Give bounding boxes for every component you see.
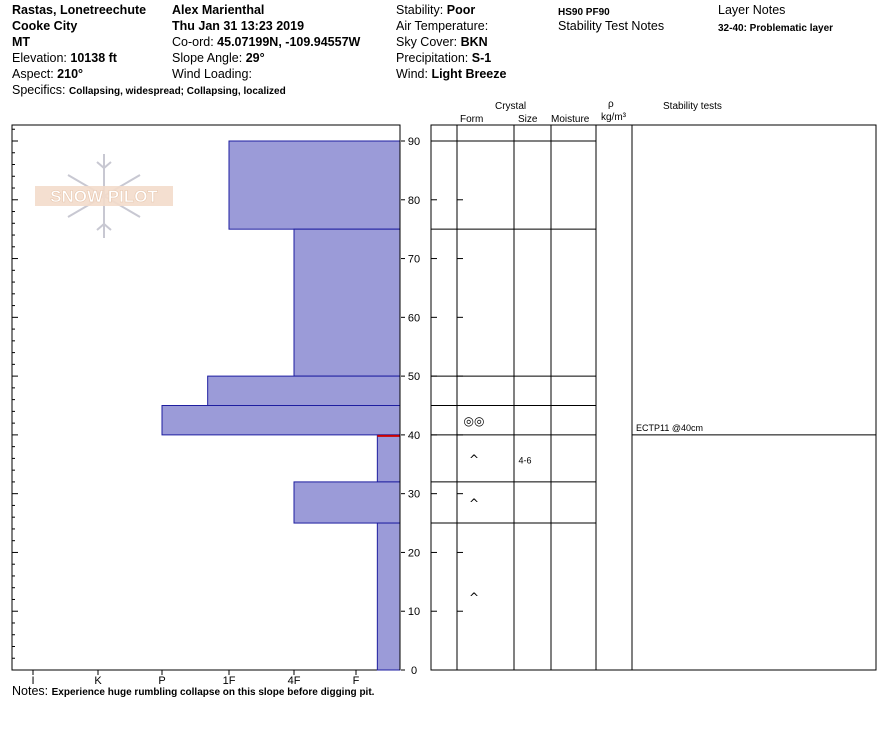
snowpilot-watermark: SNOW PILOT <box>35 154 173 238</box>
size-header: Size <box>518 114 538 125</box>
area: Cooke City <box>12 19 78 33</box>
wind-value: Light Breeze <box>431 67 507 81</box>
rho-header: ρ <box>608 99 614 110</box>
aspect: Aspect: 210° <box>12 67 83 82</box>
notes: Notes: Experience huge rumbling collapse… <box>12 684 374 700</box>
slope-angle: Slope Angle: 29° <box>172 51 265 66</box>
stability-tests-header: Stability tests <box>663 101 722 112</box>
coord-value: 45.07199N, -109.94557W <box>217 35 361 49</box>
watermark-band <box>35 186 173 206</box>
watermark-text: SNOW PILOT <box>50 187 158 206</box>
hardness-bar <box>293 228 401 377</box>
coord-label: Co-ord: <box>172 35 214 49</box>
x-tick-label: P <box>158 675 165 687</box>
stability: Stability: Poor <box>396 3 475 18</box>
hardness-bar <box>293 481 401 524</box>
depth-tick-label: 60 <box>408 312 420 324</box>
crystal-form-symbol: ^ <box>469 591 479 605</box>
depth-tick-label: 0 <box>411 665 417 677</box>
air-temperature: Air Temperature: <box>396 19 489 33</box>
hs-pf: HS90 PF90 <box>558 7 610 18</box>
notes-value: Experience huge rumbling collapse on thi… <box>51 687 375 698</box>
slope-value: 29° <box>245 51 265 65</box>
crystal-form-symbol: ◎◎ <box>464 414 485 428</box>
moisture-header: Moisture <box>551 114 590 125</box>
form-header: Form <box>460 114 484 125</box>
specifics-value: Collapsing, widespread; Collapsing, loca… <box>68 86 286 97</box>
crystal-header: Crystal <box>495 101 527 112</box>
layer-note: 32-40: Problematic layer <box>718 23 834 34</box>
sky-label: Sky Cover: <box>396 35 458 49</box>
coordinates: Co-ord: 45.07199N, -109.94557W <box>172 35 360 50</box>
wind-loading: Wind Loading: <box>172 67 252 81</box>
x-tick-label: 1F <box>223 675 236 687</box>
hardness-bar <box>161 405 401 436</box>
depth-tick-label: 80 <box>408 195 420 207</box>
depth-tick-label: 40 <box>408 430 420 442</box>
stability-value: Poor <box>446 3 476 17</box>
sky-value: BKN <box>460 35 488 49</box>
depth-tick-label: 90 <box>408 136 420 148</box>
elevation: Elevation: 10138 ft <box>12 51 117 66</box>
crystal-size: 4-6 <box>518 455 531 465</box>
crystal-form-symbol: ^ <box>469 452 479 466</box>
stability-test-notes-label: Stability Test Notes <box>558 19 665 33</box>
precip-label: Precipitation: <box>396 51 469 65</box>
aspect-label: Aspect: <box>12 67 54 81</box>
wind: Wind: Light Breeze <box>396 67 506 82</box>
depth-tick-label: 20 <box>408 547 420 559</box>
notes-label: Notes: <box>12 684 49 698</box>
wind-label: Wind: <box>396 67 428 81</box>
layer-notes-label: Layer Notes <box>718 3 786 17</box>
sky-cover: Sky Cover: BKN <box>396 35 488 50</box>
specifics-label: Specifics: <box>12 83 66 97</box>
elevation-label: Elevation: <box>12 51 67 65</box>
x-tick-label: I <box>31 675 34 687</box>
hardness-bar <box>376 434 401 483</box>
datetime: Thu Jan 31 13:23 2019 <box>172 19 305 33</box>
elevation-value: 10138 ft <box>70 51 117 65</box>
depth-tick-label: 50 <box>408 371 420 383</box>
location: Rastas, Lonetreechute <box>12 3 147 17</box>
crystal-form-symbol: ^ <box>469 496 479 510</box>
hardness-bar <box>376 522 401 671</box>
aspect-value: 210° <box>57 67 84 81</box>
depth-tick-label: 10 <box>408 606 420 618</box>
specifics: Specifics: Collapsing, widespread; Colla… <box>12 83 286 99</box>
hardness-bar <box>228 140 401 230</box>
x-tick-label: 4F <box>288 675 301 687</box>
observer: Alex Marienthal <box>172 3 265 17</box>
hardness-bar <box>207 375 401 407</box>
precip-value: S-1 <box>471 51 492 65</box>
depth-tick-label: 70 <box>408 254 420 266</box>
x-tick-label: K <box>94 675 102 687</box>
density-unit-header: kg/m³ <box>601 112 626 123</box>
slope-label: Slope Angle: <box>172 51 243 65</box>
state: MT <box>12 35 31 49</box>
depth-tick-label: 30 <box>408 489 420 501</box>
stability-label: Stability: <box>396 3 444 17</box>
stability-test-label: ECTP11 @40cm <box>636 423 703 433</box>
table-frame <box>430 124 877 671</box>
precipitation: Precipitation: S-1 <box>396 51 491 66</box>
x-tick-label: F <box>353 675 360 687</box>
